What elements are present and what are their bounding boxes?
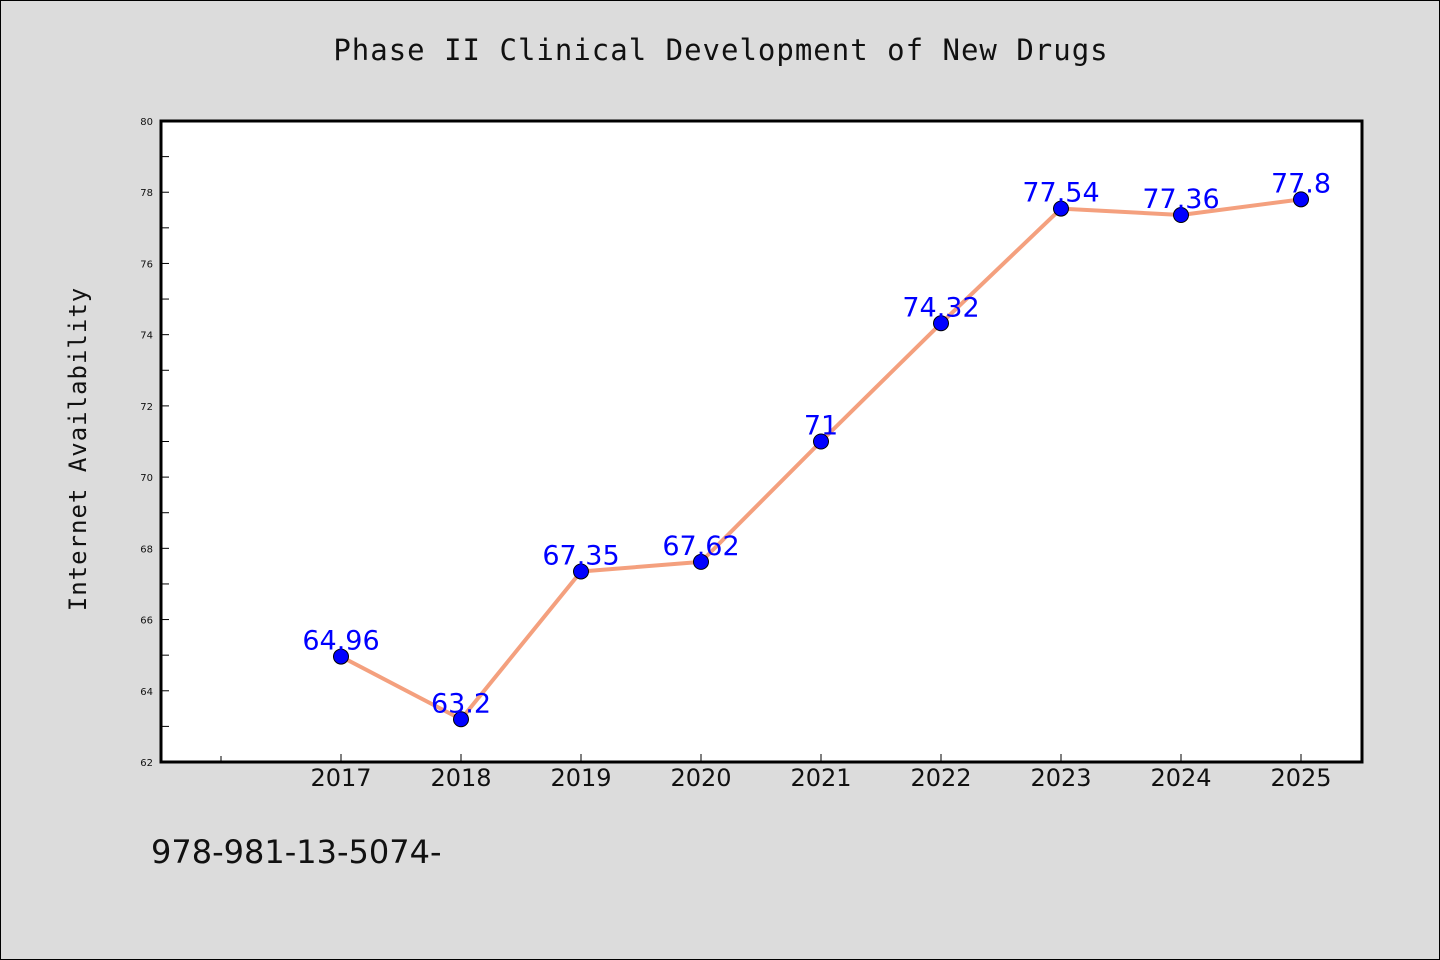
y-tick-label: 62 — [140, 758, 153, 769]
data-point-2019 — [573, 563, 589, 580]
data-label-2025: 77.8 — [1271, 168, 1331, 199]
data-point-2021 — [813, 433, 829, 450]
x-tick-label: 2019 — [550, 764, 611, 792]
x-tick-label: 2020 — [670, 764, 731, 792]
x-tick-label: 2025 — [1270, 764, 1331, 792]
x-tick-label: 2017 — [310, 764, 371, 792]
y-tick-label: 80 — [140, 117, 153, 128]
data-label-2019: 67.35 — [542, 540, 619, 571]
data-point-2024 — [1173, 207, 1189, 224]
data-markers — [333, 191, 1309, 728]
x-tick-label: 2018 — [430, 764, 491, 792]
y-axis-label: Internet Availability — [64, 287, 92, 611]
x-tick-label: 2021 — [790, 764, 851, 792]
y-tick-label: 72 — [140, 402, 153, 413]
data-point-2025 — [1293, 191, 1309, 208]
footer-text: 978-981-13-5074- — [151, 833, 442, 871]
data-label-2021: 71 — [804, 411, 838, 442]
data-point-2023 — [1053, 200, 1069, 217]
data-label-2020: 67.62 — [662, 531, 739, 562]
data-label-2024: 77.36 — [1142, 184, 1219, 215]
plot-frame — [159, 119, 1364, 764]
data-point-2022 — [933, 315, 949, 332]
data-label-2017: 64.96 — [302, 626, 379, 657]
data-point-2020 — [693, 553, 709, 570]
y-tick-label: 64 — [140, 687, 153, 698]
y-axis: 62 64 66 68 70 72 74 76 78 80 — [140, 117, 169, 769]
x-tick-label: 2023 — [1030, 764, 1091, 792]
data-label-2022: 74.32 — [902, 292, 979, 323]
x-tick-label: 2022 — [910, 764, 971, 792]
y-tick-label: 70 — [140, 473, 153, 484]
chart-title: Phase II Clinical Development of New Dru… — [333, 33, 1109, 67]
y-tick-label: 66 — [140, 616, 153, 627]
data-point-2017 — [333, 648, 349, 665]
data-labels: 64.96 63.2 67.35 67.62 71 74.32 77.54 77.36 77.8 — [302, 168, 1331, 719]
data-label-2023: 77.54 — [1022, 178, 1099, 209]
x-axis: 2017 2018 2019 2020 2021 2022 2023 2024 2025 — [220, 754, 1332, 792]
y-tick-label: 68 — [140, 544, 153, 555]
x-tick-label: 2024 — [1150, 764, 1211, 792]
data-label-2018: 63.2 — [431, 688, 491, 719]
plot-area — [161, 121, 1362, 762]
y-tick-label: 74 — [140, 331, 153, 342]
y-tick-label: 78 — [140, 188, 153, 199]
data-point-2018 — [453, 711, 469, 728]
y-tick-label: 76 — [140, 259, 153, 270]
